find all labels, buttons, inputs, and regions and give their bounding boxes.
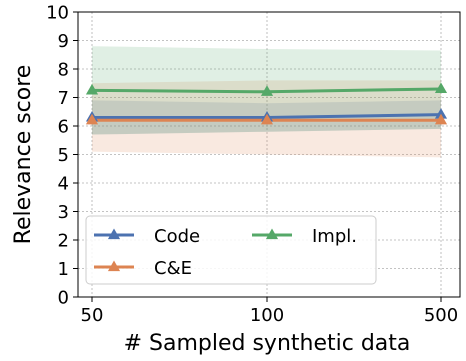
x-tick-label: 500 xyxy=(424,305,458,326)
x-ticks: 50 100 500 xyxy=(81,297,458,326)
y-ticks: 0 1 2 3 4 5 6 7 8 9 10 xyxy=(46,3,78,309)
data-point xyxy=(260,113,274,125)
y-tick-label: 5 xyxy=(58,145,69,166)
y-tick-label: 2 xyxy=(58,231,69,252)
legend: Code C&E Impl. xyxy=(85,215,377,285)
data-point xyxy=(85,83,99,95)
x-axis-label: # Sampled synthetic data xyxy=(124,331,411,356)
legend-marker xyxy=(107,228,121,240)
legend-label: Impl. xyxy=(312,226,357,247)
legend-label: C&E xyxy=(154,258,192,279)
x-tick-label: 50 xyxy=(81,305,104,326)
data-point xyxy=(434,82,448,94)
data-point xyxy=(260,85,274,96)
y-tick-label: 10 xyxy=(46,3,69,24)
y-axis-label: Relevance score xyxy=(11,65,36,245)
x-tick-label: 100 xyxy=(250,305,284,326)
legend-label: Code xyxy=(154,226,200,247)
y-tick-label: 1 xyxy=(58,259,69,280)
legend-marker xyxy=(265,228,279,240)
y-tick-label: 3 xyxy=(58,202,69,223)
confidence-bands xyxy=(92,46,441,158)
y-tick-label: 8 xyxy=(58,60,69,81)
legend-box xyxy=(85,215,377,285)
data-point xyxy=(434,113,448,125)
series-markers xyxy=(85,82,448,125)
y-tick-label: 6 xyxy=(58,117,69,138)
y-tick-label: 7 xyxy=(58,88,69,109)
y-tick-label: 4 xyxy=(58,174,69,195)
data-point xyxy=(85,113,99,125)
y-tick-label: 0 xyxy=(58,288,69,309)
y-tick-label: 9 xyxy=(58,31,69,52)
legend-marker xyxy=(107,260,121,272)
